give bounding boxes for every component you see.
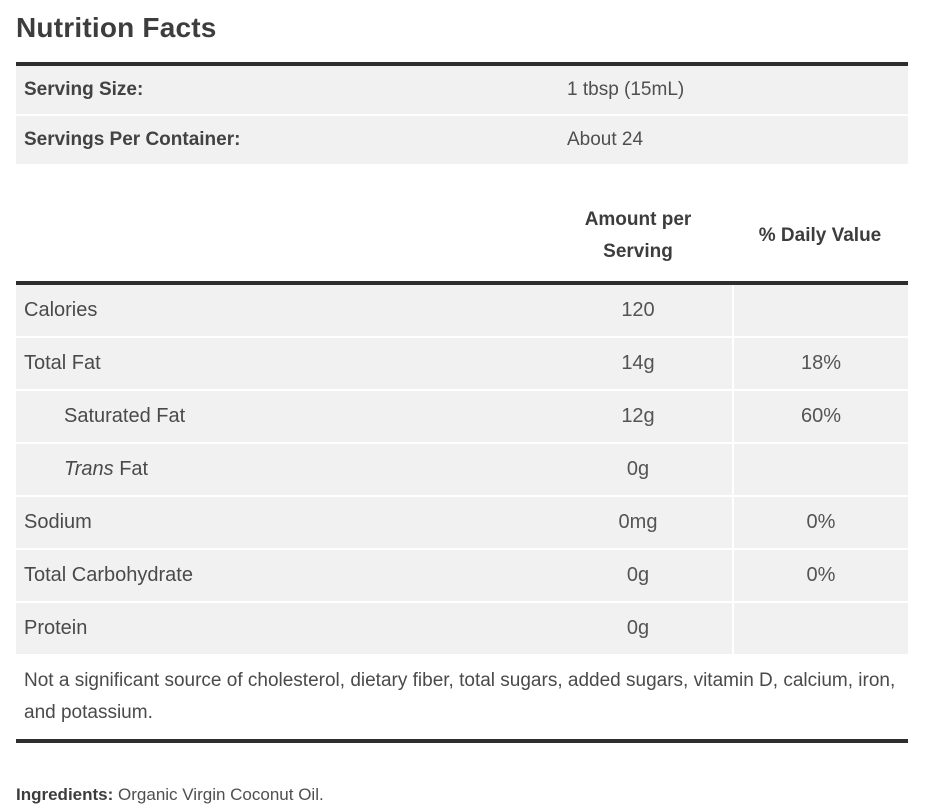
nutrient-amount: 0g [626, 458, 650, 480]
nutrient-daily-value: 0% [732, 550, 908, 601]
nutrient-amount: 14g [621, 352, 655, 374]
ingredients-value: Organic Virgin Coconut Oil. [113, 785, 324, 804]
table-row-protein: Protein 0g [16, 603, 908, 656]
nutrient-amount: 12g [621, 405, 655, 427]
nutrient-amount: 0g [626, 617, 650, 639]
trans-italic-text: Trans [64, 458, 114, 480]
nutrient-daily-value [732, 603, 908, 654]
table-row-calories: Calories 120 [16, 285, 908, 338]
serving-size-row: Serving Size: 1 tbsp (15mL) [16, 66, 908, 116]
column-header-row: Amount per Serving % Daily Value [16, 166, 908, 281]
ingredients-line: Ingredients: Organic Virgin Coconut Oil. [16, 784, 908, 806]
nutrient-amount: 120 [621, 299, 655, 321]
table-row-total-fat: Total Fat 14g 18% [16, 338, 908, 391]
bottom-divider [16, 739, 908, 743]
trans-rest-text: Fat [113, 458, 149, 480]
daily-value-header: % Daily Value [758, 225, 882, 246]
table-row-trans-fat: Trans Fat 0g [16, 444, 908, 497]
servings-per-container-row: Servings Per Container: About 24 [16, 116, 908, 166]
nutrient-daily-value: 60% [732, 391, 908, 442]
table-row-total-carbohydrate: Total Carbohydrate 0g 0% [16, 550, 908, 603]
nutrient-amount: 0g [626, 564, 650, 586]
nutrient-label: Sodium [24, 511, 92, 533]
ingredients-label: Ingredients: [16, 785, 114, 804]
table-row-sodium: Sodium 0mg 0% [16, 497, 908, 550]
nutrient-amount: 0mg [618, 511, 658, 533]
nutrient-label: Total Fat [24, 352, 101, 374]
nutrient-label: Saturated Fat [64, 405, 186, 427]
nutrient-daily-value: 0% [732, 497, 908, 548]
nutrient-daily-value [732, 444, 908, 495]
top-divider [16, 62, 908, 66]
nutrient-label: Protein [24, 617, 88, 639]
servings-per-container-label: Servings Per Container: [24, 129, 241, 150]
servings-per-container-value: About 24 [567, 129, 644, 150]
footnote-text: Not a significant source of cholesterol,… [16, 656, 908, 739]
serving-size-label: Serving Size: [24, 79, 144, 100]
amount-per-serving-header: Amount per Serving [584, 209, 692, 262]
page-title: Nutrition Facts [16, 12, 217, 43]
nutrient-daily-value: 18% [732, 338, 908, 389]
nutrient-label: Total Carbohydrate [24, 564, 193, 586]
serving-size-value: 1 tbsp (15mL) [567, 79, 685, 100]
header-divider [16, 281, 908, 285]
nutrient-label: Trans Fat [16, 458, 544, 481]
nutrient-label: Calories [24, 299, 98, 321]
nutrient-daily-value [732, 285, 908, 336]
table-row-saturated-fat: Saturated Fat 12g 60% [16, 391, 908, 444]
